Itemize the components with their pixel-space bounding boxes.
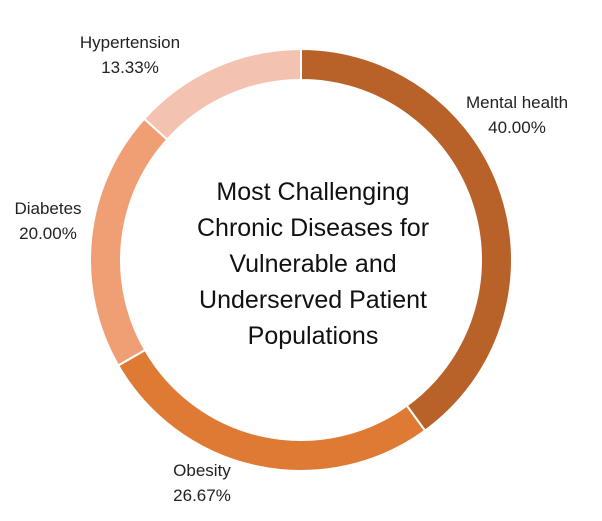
donut-slices	[89, 47, 513, 472]
slice-label-obesity: Obesity 26.67%	[173, 461, 231, 505]
slice-category-label: Hypertension	[80, 33, 180, 52]
chart-title-line: Populations	[248, 322, 379, 350]
chart-title-line: Vulnerable and	[229, 250, 396, 278]
slice-category-label: Obesity	[173, 461, 231, 480]
slice-obesity	[116, 348, 427, 472]
slice-label-diabetes: Diabetes 20.00%	[14, 199, 81, 243]
chart-title: Most Challenging Chronic Diseases for Vuln…	[197, 178, 429, 350]
slice-value-label: 13.33%	[101, 58, 159, 77]
slice-value-label: 40.00%	[488, 118, 546, 137]
slice-category-label: Mental health	[466, 93, 568, 112]
chart-title-line: Chronic Diseases for	[197, 214, 429, 242]
slice-category-label: Diabetes	[14, 199, 81, 218]
slice-diabetes	[89, 117, 169, 367]
slice-value-label: 26.67%	[173, 486, 231, 505]
slice-label-mental-health: Mental health 40.00%	[466, 93, 568, 137]
slice-label-hypertension: Hypertension 13.33%	[80, 33, 180, 77]
chart-title-line: Underserved Patient	[199, 286, 427, 314]
slice-labels: Mental health 40.00% Obesity 26.67% Diabetes…	[14, 33, 568, 505]
chart-title-line: Most Challenging	[216, 178, 409, 206]
slice-hypertension	[142, 47, 302, 141]
slice-value-label: 20.00%	[19, 224, 77, 243]
